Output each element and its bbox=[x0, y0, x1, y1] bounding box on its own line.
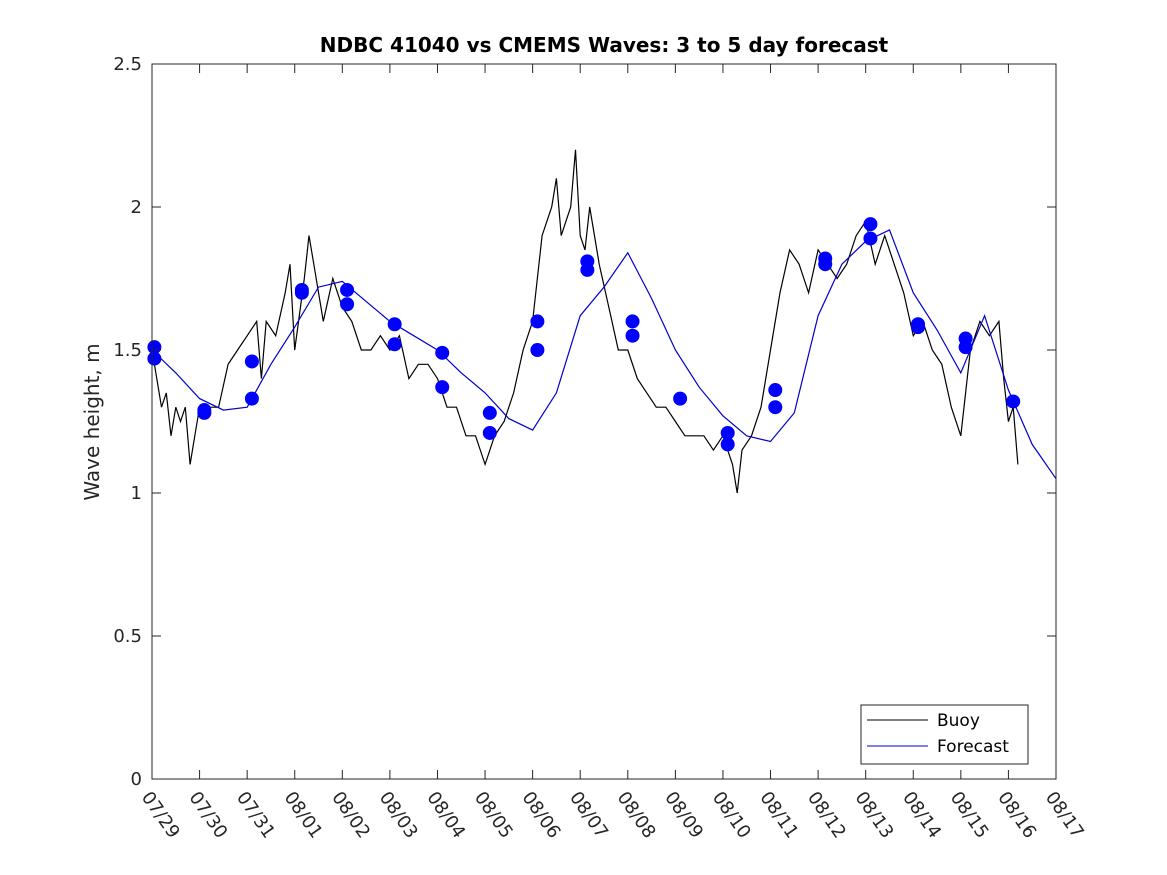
chart-title: NDBC 41040 vs CMEMS Waves: 3 to 5 day fo… bbox=[320, 33, 889, 57]
x-tick-label: 08/14 bbox=[898, 788, 945, 843]
forecast-marker bbox=[863, 217, 878, 232]
series-line-forecast bbox=[151, 229, 1057, 480]
forecast-marker bbox=[197, 405, 212, 420]
x-tick-label: 08/11 bbox=[755, 788, 802, 843]
forecast-marker bbox=[625, 328, 640, 343]
axes bbox=[151, 63, 1057, 780]
plot-frame bbox=[151, 63, 1057, 780]
x-tick-label: 08/01 bbox=[280, 788, 327, 843]
x-tick-label: 08/15 bbox=[946, 788, 993, 843]
forecast-marker bbox=[673, 391, 688, 406]
forecast-marker bbox=[625, 314, 640, 329]
y-tick-label: 0.5 bbox=[113, 626, 142, 647]
legend: Buoy Forecast bbox=[860, 704, 1029, 765]
x-tick-label: 08/02 bbox=[327, 788, 374, 843]
forecast-marker bbox=[340, 297, 355, 312]
forecast-markers bbox=[147, 217, 1021, 452]
x-tick-label: 07/31 bbox=[232, 788, 279, 843]
y-ticks: 0 0.5 1 1.5 2 2.5 bbox=[113, 54, 1056, 790]
y-axis-label: Wave height, m bbox=[80, 343, 104, 500]
x-tick-label: 08/03 bbox=[375, 788, 422, 843]
x-tick-label: 08/09 bbox=[660, 788, 707, 843]
forecast-marker bbox=[435, 345, 450, 360]
y-tick-label: 2 bbox=[131, 197, 142, 218]
forecast-marker bbox=[340, 282, 355, 297]
y-tick-label: 0 bbox=[131, 769, 142, 790]
forecast-marker bbox=[530, 314, 545, 329]
forecast-marker bbox=[244, 391, 259, 406]
forecast-marker bbox=[580, 262, 595, 277]
x-tick-label: 08/04 bbox=[422, 788, 469, 843]
forecast-marker bbox=[147, 351, 162, 366]
x-tick-label: 08/12 bbox=[803, 788, 850, 843]
x-tick-label: 08/10 bbox=[708, 788, 755, 843]
legend-forecast-label: Forecast bbox=[937, 737, 1009, 757]
forecast-marker bbox=[911, 320, 926, 335]
forecast-marker bbox=[958, 340, 973, 355]
x-tick-label: 08/13 bbox=[851, 788, 898, 843]
legend-buoy-label: Buoy bbox=[937, 711, 980, 731]
forecast-marker bbox=[387, 337, 402, 352]
y-tick-label: 1.5 bbox=[113, 340, 142, 361]
forecast-marker bbox=[768, 383, 783, 398]
x-tick-label: 08/16 bbox=[993, 788, 1040, 843]
forecast-marker bbox=[1006, 394, 1021, 409]
x-tick-label: 08/06 bbox=[518, 788, 565, 843]
legend-box bbox=[860, 704, 1029, 765]
x-tick-label: 08/07 bbox=[565, 788, 612, 843]
forecast-marker bbox=[482, 425, 497, 440]
forecast-marker bbox=[294, 285, 309, 300]
forecast-marker bbox=[863, 231, 878, 246]
forecast-marker bbox=[482, 405, 497, 420]
forecast-marker bbox=[768, 400, 783, 415]
x-tick-label: 07/29 bbox=[137, 788, 184, 843]
forecast-marker bbox=[435, 380, 450, 395]
forecast-marker bbox=[720, 437, 735, 452]
x-tick-label: 07/30 bbox=[184, 788, 231, 843]
forecast-marker bbox=[244, 354, 259, 369]
forecast-marker bbox=[530, 343, 545, 357]
y-tick-label: 2.5 bbox=[113, 54, 142, 75]
forecast-marker bbox=[387, 317, 402, 332]
x-tick-label: 08/08 bbox=[613, 788, 660, 843]
plot-area bbox=[152, 64, 1056, 779]
forecast-marker bbox=[818, 257, 833, 272]
y-tick-label: 1 bbox=[131, 483, 142, 504]
plot-background bbox=[152, 64, 1056, 779]
x-tick-label: 08/17 bbox=[1041, 788, 1088, 843]
x-tick-label: 08/05 bbox=[470, 788, 517, 843]
